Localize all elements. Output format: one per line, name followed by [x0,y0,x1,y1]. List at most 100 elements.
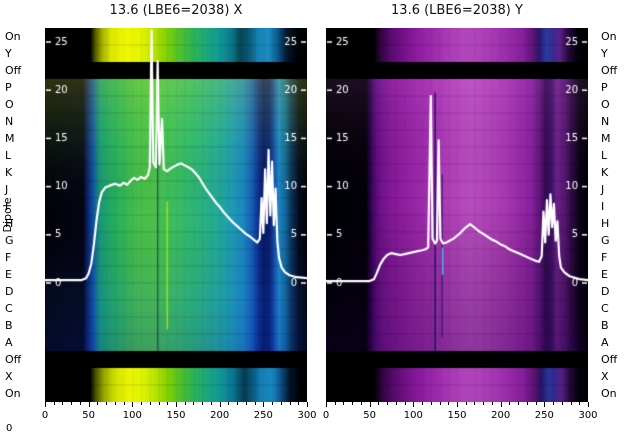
dipole-label: C [601,301,609,315]
x-tick-minor [193,402,195,405]
corner-zero-label: 0 [6,423,13,434]
x-tick-minor [71,402,73,405]
dipole-label: E [5,267,12,281]
dipole-label: J [5,182,9,196]
x-tick-major [45,402,46,407]
x-tick-label: 0 [41,410,49,421]
dipole-label: L [601,148,608,162]
x-tick-minor [343,402,345,405]
x-tick-label: 300 [297,410,317,421]
dipole-label: P [601,80,608,94]
dipole-label: Y [601,46,608,60]
x-tick-minor [62,402,64,405]
x-tick-minor [553,402,555,405]
x-tick-major [176,402,177,407]
x-tick-minor [378,402,380,405]
dipole-label: P [5,80,12,94]
x-tick-label: 250 [534,410,554,421]
x-tick-label: 200 [210,410,230,421]
dipole-label: F [5,250,12,264]
x-tick-major [263,402,265,407]
dipole-label: K [5,165,13,179]
x-tick-minor [422,402,424,405]
x-tick-minor [202,402,204,405]
x-tick-major [369,402,371,407]
x-tick-label: 200 [491,410,511,421]
x-tick-minor [289,402,291,405]
dipole-label: L [5,148,12,162]
x-tick-minor [404,402,406,405]
x-tick-minor [141,402,143,405]
dipole-label: Off [5,352,22,366]
x-tick-label: 100 [403,410,423,421]
dipole-label: D [601,284,610,298]
x-tick-major [544,402,546,407]
x-tick-minor [97,402,99,405]
dipole-label: Y [5,46,12,60]
dipole-label: D [5,284,14,298]
x-tick-minor [334,402,336,405]
dipole-label: B [5,318,13,332]
x-tick-minor [395,402,397,405]
x-tick-label: 150 [166,410,186,421]
dipole-label: On [601,386,617,400]
x-tick-minor [518,402,520,405]
dipole-label: M [601,131,611,145]
dipole-label: Off [601,63,618,77]
x-tick-minor [465,402,467,405]
x-tick-major [219,402,221,407]
x-tick-minor [526,402,528,405]
x-tick-label: 100 [122,410,142,421]
x-tick-minor [228,402,230,405]
x-tick-minor [280,402,282,405]
x-tick-label: 250 [253,410,273,421]
x-tick-major [88,402,90,407]
dipole-label: H [5,216,14,230]
panel-title-y: 13.6 (LBE6=2038) Y [391,3,523,18]
x-tick-minor [579,402,581,405]
x-tick-minor [123,402,125,405]
dipole-label: K [601,165,609,179]
x-tick-minor [210,402,212,405]
dipole-label: A [5,335,13,349]
x-tick-label: 0 [322,410,330,421]
dipole-axis-left: On Y Off P O N M L K J I H G F E D C B A Off X On [5,0,31,440]
dipole-label: On [5,29,21,43]
dipole-label: Off [5,63,22,77]
dipole-axis-right: On Y Off P O N M L K J I H G F E D C B A Off X On [601,0,635,440]
dipole-label: G [601,233,610,247]
heatmap-panel-x [45,28,307,402]
dipole-label: F [601,250,608,264]
dipole-label: A [601,335,609,349]
dipole-label: I [601,199,605,213]
x-tick-minor [184,402,186,405]
dipole-label: G [5,233,14,247]
x-tick-minor [298,402,300,405]
x-tick-minor [106,402,108,405]
x-tick-label: 150 [447,410,467,421]
x-tick-minor [387,402,389,405]
dipole-label: N [5,114,14,128]
x-tick-minor [430,402,432,405]
x-tick-minor [158,402,160,405]
x-tick-minor [360,402,362,405]
dipole-label: N [601,114,610,128]
x-tick-minor [53,402,55,405]
x-tick-major [413,402,415,407]
panel-title-x: 13.6 (LBE6=2038) X [109,3,243,18]
x-tick-major [326,402,327,407]
x-tick-minor [352,402,354,405]
x-tick-minor [491,402,493,405]
dipole-label: O [601,97,610,111]
dipole-label: X [601,369,609,383]
dipole-label: On [5,386,21,400]
x-tick-minor [535,402,537,405]
x-tick-minor [245,402,247,405]
x-tick-label: 50 [363,410,377,421]
heatmap-panel-y [326,28,588,402]
x-tick-minor [149,402,151,405]
dipole-label: O [5,97,14,111]
x-tick-label: 50 [82,410,96,421]
x-tick-major [457,402,458,407]
